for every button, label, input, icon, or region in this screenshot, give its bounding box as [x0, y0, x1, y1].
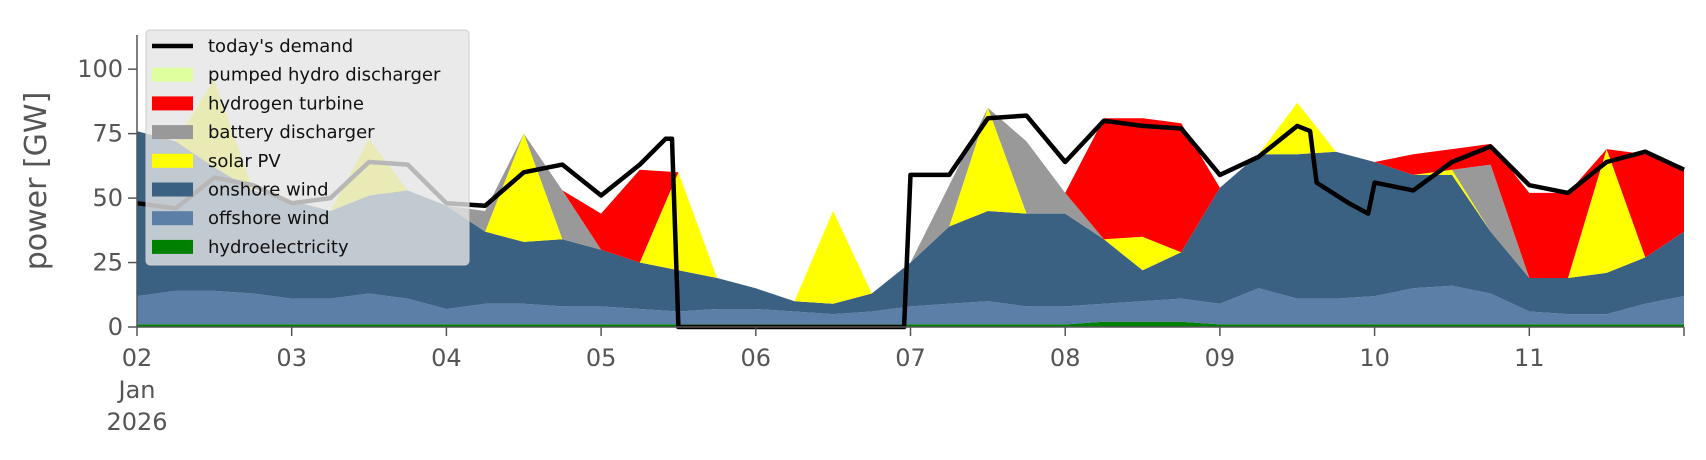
x-tick-label: 09: [1205, 344, 1236, 372]
y-tick-label: 100: [77, 55, 123, 83]
x-tick-label: 11: [1514, 344, 1545, 372]
legend: today's demand pumped hydro discharger hyd…: [145, 29, 470, 266]
x-ticks: 02 Jan 2026 03 04 05 06 07 08 09 10 11: [106, 327, 1685, 436]
legend-swatch: [152, 211, 193, 226]
legend-swatch: [152, 67, 193, 82]
legend-label: pumped hydro discharger: [208, 65, 441, 86]
legend-label: onshore wind: [208, 180, 329, 201]
area-offshore-wind: [137, 285, 1684, 325]
area-solar-pv: [137, 79, 1684, 304]
x-tick-label: 07: [895, 344, 926, 372]
y-tick-label: 0: [108, 313, 123, 341]
y-tick-label: 50: [92, 184, 123, 212]
y-axis-title: power [GW]: [19, 92, 54, 271]
x-tick-label: 05: [586, 344, 617, 372]
legend-swatch: [152, 96, 193, 111]
area-onshore-wind: [137, 131, 1684, 315]
x-tick-label: 10: [1359, 344, 1390, 372]
x-tick-label: 04: [431, 344, 462, 372]
legend-label: hydroelectricity: [208, 237, 349, 258]
legend-items: today's demand pumped hydro discharger hyd…: [152, 36, 441, 258]
y-tick-label: 25: [92, 249, 123, 277]
legend-swatch: [152, 125, 193, 140]
legend-label: today's demand: [208, 36, 353, 57]
legend-label: solar PV: [208, 151, 281, 172]
axes: 0 25 50 75 100 02 Jan 2026 03 04 05 06 07 08 09 10 11: [77, 35, 1685, 436]
y-ticks: 0 25 50 75 100: [77, 55, 137, 341]
legend-swatch: [152, 239, 193, 254]
stacked-area-layer: [137, 79, 1684, 327]
x-tick-label: 06: [741, 344, 772, 372]
x-tick-label: 03: [276, 344, 307, 372]
legend-label: battery discharger: [208, 122, 375, 143]
x-tick-label: 08: [1050, 344, 1081, 372]
x-tick-label: 02: [122, 344, 153, 372]
legend-label: hydrogen turbine: [208, 93, 364, 114]
legend-swatch: [152, 182, 193, 197]
x-tick-label: Jan: [117, 376, 156, 404]
x-tick-label: 2026: [106, 408, 167, 436]
legend-swatch: [152, 153, 193, 168]
y-tick-label: 75: [92, 120, 123, 148]
legend-label: offshore wind: [208, 208, 330, 229]
legend-frame: [145, 29, 470, 266]
